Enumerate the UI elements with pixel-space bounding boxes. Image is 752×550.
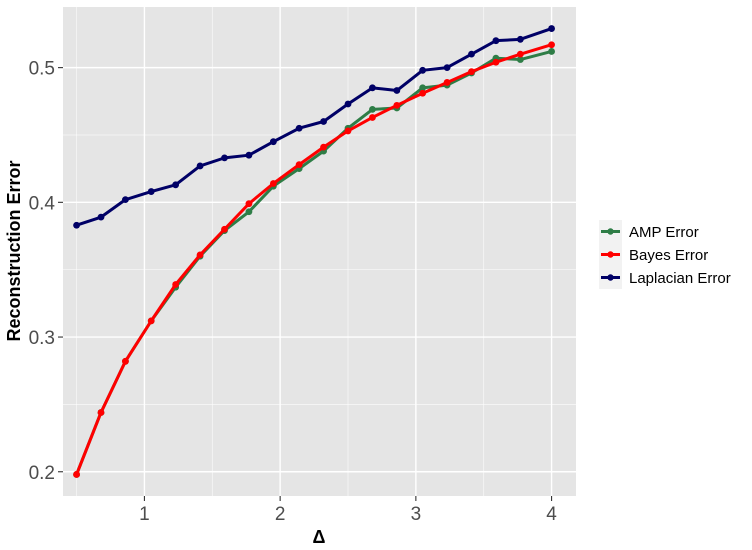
x-tick-label: 2: [275, 504, 286, 525]
data-point-bayes-error: [245, 200, 253, 208]
data-point-laplacian-error: [172, 181, 180, 189]
data-point-bayes-error: [295, 161, 303, 169]
series-bayes-error: [73, 41, 555, 478]
data-point-laplacian-error: [344, 100, 352, 108]
data-point-laplacian-error: [122, 196, 129, 204]
data-point-amp-error: [369, 105, 376, 113]
data-point-laplacian-error: [369, 84, 376, 92]
y-tick-label: 0.3: [29, 328, 55, 349]
y-tick-label: 0.4: [29, 193, 56, 214]
data-point-bayes-error: [393, 101, 401, 109]
data-point-bayes-error: [516, 50, 524, 58]
data-point-bayes-error: [73, 471, 80, 478]
legend-label: Bayes Error: [629, 247, 708, 264]
data-point-bayes-error: [97, 409, 105, 416]
data-point-laplacian-error: [295, 124, 303, 132]
data-point-bayes-error: [122, 357, 129, 365]
data-point-laplacian-error: [548, 25, 555, 32]
y-axis: 0.2 0.3 0.4 0.5: [29, 59, 63, 484]
legend-label: Laplacian Error: [629, 270, 731, 287]
data-point-laplacian-error: [393, 87, 401, 94]
data-point-bayes-error: [419, 89, 427, 97]
data-point-laplacian-error: [443, 64, 451, 72]
data-point-bayes-error: [492, 58, 500, 66]
legend-key-point: [607, 274, 614, 281]
legend-item-amp-error: AMP Error: [599, 220, 699, 243]
legend-item-bayes-error: Bayes Error: [599, 243, 708, 266]
data-point-laplacian-error: [468, 50, 475, 58]
data-point-laplacian-error: [516, 35, 524, 43]
data-point-bayes-error: [172, 281, 180, 288]
series-line-bayes-error: [75, 43, 554, 476]
legend: AMP Error Bayes Error Laplacian Error: [599, 220, 731, 289]
series-line-laplacian-error: [75, 27, 554, 227]
data-point-laplacian-error: [320, 118, 327, 125]
data-point-amp-error: [516, 56, 524, 63]
data-point-laplacian-error: [245, 151, 253, 159]
y-tick-label: 0.2: [29, 463, 55, 484]
x-axis-title: Δ: [313, 527, 326, 547]
data-point-laplacian-error: [73, 221, 80, 229]
x-tick-label: 1: [139, 504, 150, 525]
x-axis: 1 2 3 4: [139, 496, 557, 525]
series-layer: [73, 25, 555, 478]
data-point-bayes-error: [369, 114, 376, 121]
data-point-bayes-error: [320, 143, 327, 151]
data-point-bayes-error: [196, 251, 204, 259]
data-point-bayes-error: [468, 68, 475, 76]
data-point-laplacian-error: [419, 66, 427, 74]
series-laplacian-error: [73, 25, 555, 229]
data-point-bayes-error: [147, 317, 155, 325]
data-point-laplacian-error: [492, 37, 500, 45]
data-point-laplacian-error: [97, 213, 105, 221]
y-axis-title: Reconstruction Error: [4, 160, 24, 341]
grid-minor: [63, 7, 576, 496]
data-point-bayes-error: [269, 180, 277, 187]
x-tick-label: 4: [546, 504, 557, 525]
legend-key-point: [607, 251, 614, 258]
data-point-bayes-error: [221, 225, 228, 233]
data-point-amp-error: [548, 48, 555, 55]
legend-item-laplacian-error: Laplacian Error: [599, 266, 731, 289]
data-point-amp-error: [419, 84, 427, 92]
legend-label: AMP Error: [629, 224, 699, 241]
data-point-amp-error: [245, 208, 253, 216]
data-point-laplacian-error: [147, 188, 155, 195]
data-point-bayes-error: [548, 41, 555, 49]
data-point-laplacian-error: [196, 162, 204, 170]
data-point-laplacian-error: [269, 138, 277, 146]
plot-panel: [63, 7, 576, 496]
data-point-bayes-error: [443, 79, 451, 86]
y-tick-label: 0.5: [29, 59, 55, 80]
grid-major: [63, 7, 576, 496]
legend-key-point: [607, 228, 614, 235]
x-tick-label: 3: [411, 504, 422, 525]
data-point-bayes-error: [344, 127, 352, 135]
data-point-laplacian-error: [221, 154, 228, 162]
